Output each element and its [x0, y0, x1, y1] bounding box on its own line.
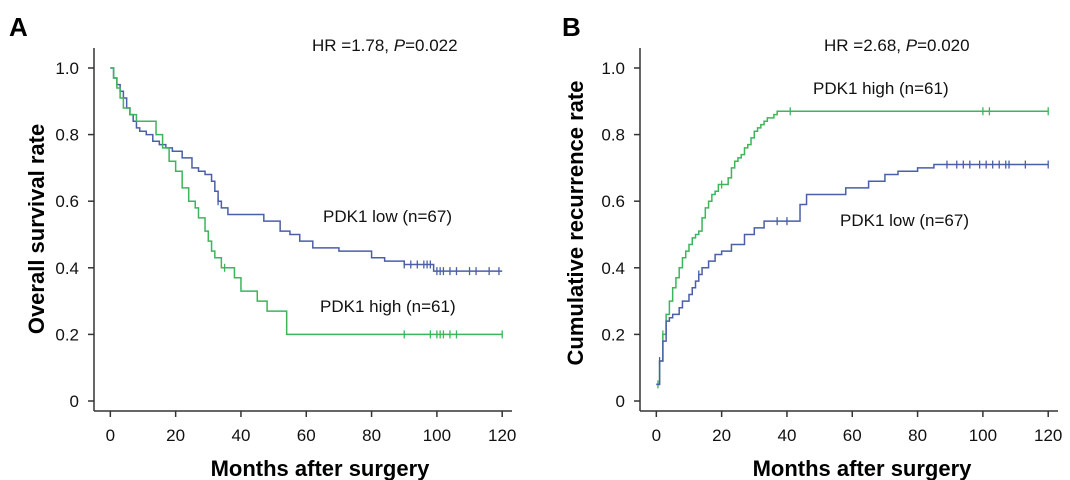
x-tick-label: 40 [231, 426, 250, 445]
series-label: PDK1 low (n=67) [840, 211, 969, 230]
x-tick-label: 120 [1034, 426, 1062, 445]
series-line [656, 163, 1049, 386]
axes: 0 0.2 0.4 0.6 0.8 1.0 0 20 40 60 80 100 120 [55, 48, 516, 445]
series-label: PDK1 low (n=67) [323, 207, 452, 226]
series-line [110, 67, 503, 336]
y-tick-label: 0.2 [55, 325, 79, 344]
x-tick-label: 40 [777, 426, 796, 445]
y-tick-label: 0.2 [601, 325, 625, 344]
x-tick-label: 100 [969, 426, 997, 445]
axes: 0 0.2 0.4 0.6 0.8 1.0 0 20 40 60 80 100 120 [601, 48, 1062, 445]
x-axis-title: Months after surgery [211, 456, 431, 480]
y-tick-label: 0.6 [601, 192, 625, 211]
y-tick-label: 0.8 [55, 126, 79, 145]
panel-b: B HR =2.68, P=0.020 Cumulative recurrenc… [562, 12, 1062, 480]
y-tick-label: 0.8 [601, 126, 625, 145]
hazard-ratio-text: HR =2.68, P=0.020 [824, 36, 970, 55]
x-tick-label: 120 [488, 426, 516, 445]
x-tick-label: 0 [652, 426, 661, 445]
y-tick-label: 0.4 [601, 259, 625, 278]
x-axis-title: Months after surgery [753, 456, 973, 480]
panel-letter: B [562, 12, 581, 42]
panel-a: A HR =1.78, P=0.022 Overall survival rat… [9, 12, 516, 480]
survival-curves [110, 67, 503, 339]
y-tick-label: 0.6 [55, 192, 79, 211]
x-tick-label: 0 [106, 426, 115, 445]
x-tick-label: 20 [712, 426, 731, 445]
x-tick-label: 60 [297, 426, 316, 445]
x-tick-label: 60 [843, 426, 862, 445]
panel-letter: A [9, 12, 28, 42]
x-tick-label: 80 [908, 426, 927, 445]
x-tick-label: 100 [423, 426, 451, 445]
y-tick-label: 0.4 [55, 259, 79, 278]
y-tick-label: 0 [616, 392, 625, 411]
y-tick-label: 1.0 [601, 59, 625, 78]
x-tick-label: 80 [362, 426, 381, 445]
series-line [656, 110, 1049, 386]
y-axis-title: Cumulative recurrence rate [563, 81, 588, 366]
y-tick-label: 1.0 [55, 59, 79, 78]
series-labels: PDK1 high (n=61) PDK1 low (n=67) [813, 79, 969, 230]
recurrence-curves [656, 107, 1049, 389]
y-axis-title: Overall survival rate [24, 124, 49, 334]
hazard-ratio-text: HR =1.78, P=0.022 [312, 36, 458, 55]
y-tick-label: 0 [70, 392, 79, 411]
series-line [110, 67, 503, 272]
series-label: PDK1 high (n=61) [320, 297, 456, 316]
x-tick-label: 20 [166, 426, 185, 445]
series-labels: PDK1 low (n=67) PDK1 high (n=61) [320, 207, 456, 316]
series-label: PDK1 high (n=61) [813, 79, 949, 98]
